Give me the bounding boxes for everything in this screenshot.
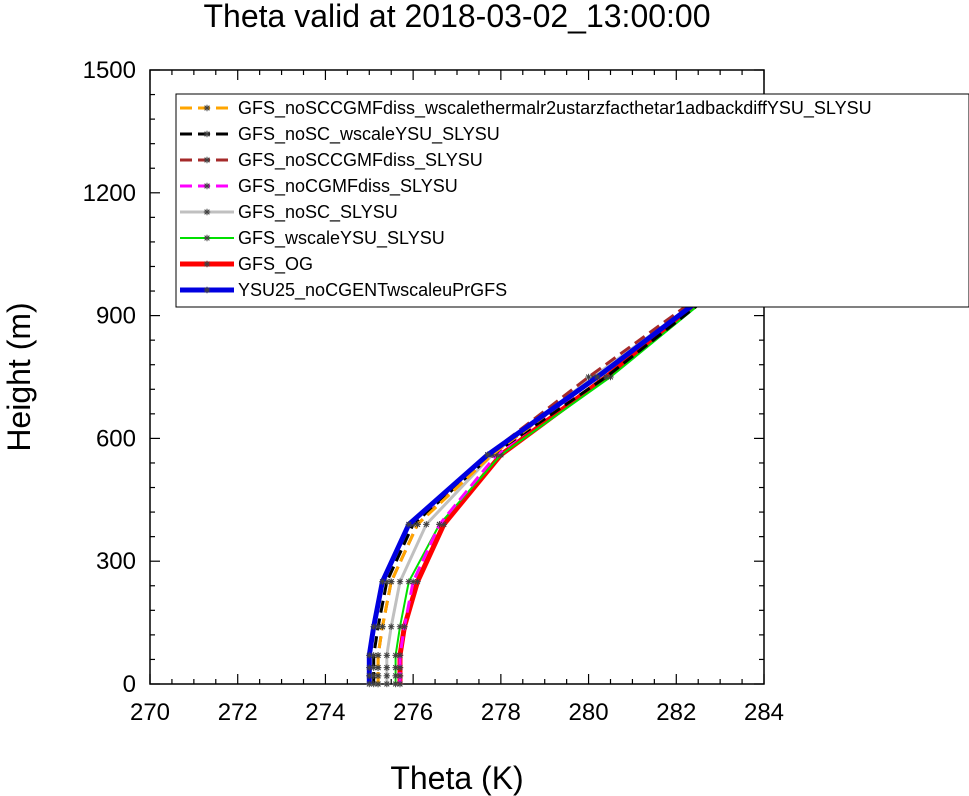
series-point-5 — [392, 652, 399, 659]
y-tick-label: 900 — [96, 303, 136, 330]
x-tick-label: 270 — [130, 699, 170, 726]
series-point-7 — [366, 652, 373, 659]
x-axis-title: Theta (K) — [390, 760, 523, 796]
series-line-2 — [376, 232, 766, 684]
series-line-1 — [372, 232, 766, 684]
legend-marker-1 — [203, 130, 211, 138]
x-tick-label: 276 — [393, 699, 433, 726]
legend-label-7: YSU25_noCGENTwscaleuPrGFS — [238, 280, 507, 301]
series-point-3 — [396, 680, 404, 688]
legend-label-1: GFS_noSC_wscaleYSU_SLYSU — [238, 124, 500, 145]
legend-label-6: GFS_OG — [238, 254, 313, 275]
x-tick-label: 284 — [744, 699, 784, 726]
legend-marker-4 — [203, 208, 211, 216]
legend-label-5: GFS_wscaleYSU_SLYSU — [238, 228, 445, 249]
legend-marker-2 — [203, 156, 211, 164]
series-point-0 — [374, 680, 382, 688]
series-point-7 — [366, 664, 373, 671]
series-point-2 — [585, 373, 592, 381]
y-tick-label: 600 — [96, 425, 136, 452]
legend-label-2: GFS_noSCCGMFdiss_SLYSU — [238, 150, 483, 171]
series-point-0 — [379, 623, 386, 630]
x-tick-label: 280 — [569, 699, 609, 726]
y-tick-label: 1200 — [83, 180, 136, 207]
series-point-7 — [594, 373, 601, 381]
series-point-7 — [370, 623, 377, 630]
series-point-0 — [374, 664, 382, 671]
y-axis-title: Height (m) — [1, 302, 37, 451]
series-point-3 — [436, 521, 443, 528]
legend-marker-7 — [203, 286, 211, 294]
series-point-7 — [379, 578, 386, 585]
legend-label-0: GFS_noSCCGMFdiss_wscalethermalr2ustarzfa… — [238, 98, 872, 119]
series-point-4 — [383, 672, 391, 680]
legend-label-3: GFS_noCGMFdiss_SLYSU — [238, 176, 458, 197]
series-point-0 — [374, 672, 382, 680]
y-tick-label: 1500 — [83, 57, 136, 84]
series-point-0 — [374, 652, 382, 659]
series-point-7 — [366, 680, 373, 688]
legend-box — [175, 93, 969, 308]
series-point-1 — [602, 373, 610, 381]
series-point-4 — [423, 521, 430, 528]
series-point-3 — [396, 672, 404, 680]
legend-marker-0 — [203, 104, 211, 112]
series-point-4 — [396, 578, 404, 585]
series-layer — [366, 230, 768, 688]
series-point-0 — [414, 521, 421, 528]
legend-marker-3 — [203, 182, 211, 190]
legend-label-4: GFS_noSC_SLYSU — [238, 202, 398, 223]
series-point-3 — [396, 664, 404, 671]
legend-marker-5 — [203, 234, 211, 242]
series-point-7 — [366, 672, 373, 680]
x-tick-label: 272 — [218, 699, 258, 726]
x-tick-label: 274 — [305, 699, 345, 726]
legend: GFS_noSCCGMFdiss_wscalethermalr2ustarzfa… — [175, 93, 969, 308]
x-tick-label: 278 — [481, 699, 521, 726]
series-point-3 — [401, 623, 408, 630]
chart-title: Theta valid at 2018-03-02_13:00:00 — [203, 0, 710, 34]
series-point-4 — [383, 680, 391, 688]
axis-ticks: 270 272 274 276 278 280 282 284 0 300 600 900 1200 15… — [83, 57, 784, 726]
series-point-4 — [383, 652, 391, 659]
series-point-4 — [388, 623, 395, 630]
series-point-4 — [383, 664, 391, 671]
x-tick-label: 282 — [656, 699, 696, 726]
series-point-3 — [396, 652, 404, 659]
series-point-7 — [405, 521, 412, 528]
legend-marker-6 — [203, 260, 211, 268]
y-tick-label: 0 — [123, 671, 136, 698]
y-tick-label: 300 — [96, 548, 136, 575]
series-point-7 — [484, 451, 491, 458]
series-point-3 — [409, 578, 417, 585]
series-point-0 — [388, 578, 395, 585]
